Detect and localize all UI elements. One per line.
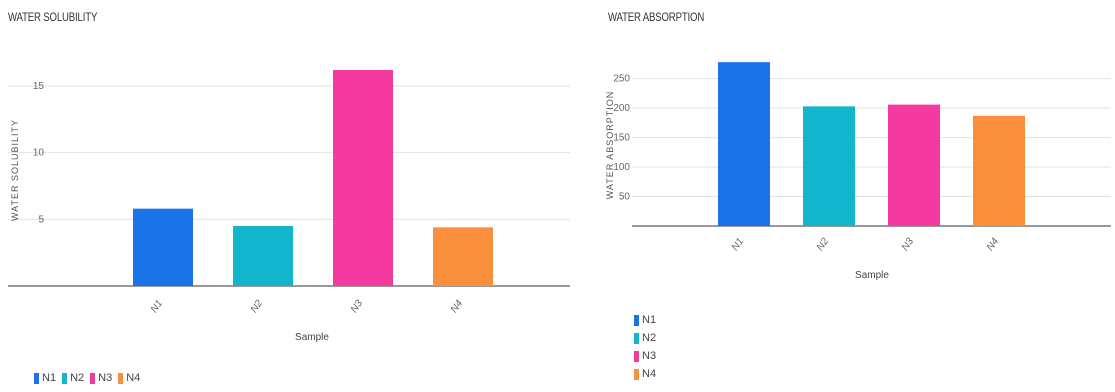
legend-swatch: [634, 314, 639, 326]
y-tick-label: 50: [619, 192, 631, 203]
chart-title: WATER SOLUBILITY: [8, 10, 98, 24]
legend-label: N1: [42, 372, 57, 384]
legend: N1 N2 N3 N4: [634, 314, 656, 386]
bar-n1: [133, 208, 193, 286]
bar-n4: [433, 227, 493, 286]
legend-item-n3[interactable]: N3: [90, 372, 112, 384]
y-tick-label: 150: [613, 133, 630, 144]
bar-n2: [803, 106, 855, 226]
y-axis-label: WATER ABSORPTION: [605, 91, 615, 200]
legend-swatch: [90, 372, 96, 384]
legend-swatch: [634, 350, 639, 362]
x-tick-label: N3: [349, 298, 366, 315]
y-tick-label: 200: [613, 103, 630, 114]
legend-label: N3: [98, 372, 113, 384]
legend-item-n4[interactable]: N4: [634, 368, 656, 380]
y-axis-label: WATER SOLUBILITY: [10, 119, 20, 221]
water-solubility-chart: 5 10 15 N1 N2 N3 N4 Sample WATER SOLUBILITY: [8, 70, 570, 343]
bar-n2: [233, 226, 293, 286]
bar-n3: [333, 70, 393, 286]
x-tick-label: N4: [985, 236, 1002, 253]
bar-n4: [973, 115, 1025, 226]
x-tick-label: N2: [249, 298, 266, 315]
bar-n3: [888, 104, 940, 226]
x-axis-label: Sample: [295, 332, 329, 343]
legend-label: N3: [642, 350, 657, 362]
legend-swatch: [118, 372, 124, 384]
legend-label: N1: [642, 314, 657, 326]
water-absorption-chart: 50 100 150 200 250 N1 N2 N3 N4 Sample WATER ABSORP…: [605, 62, 1111, 281]
legend-swatch: [34, 372, 39, 384]
legend-item-n3[interactable]: N3: [634, 350, 656, 362]
legend-item-n1[interactable]: N1: [634, 314, 656, 326]
legend-swatch: [634, 368, 639, 380]
legend-item-n1[interactable]: N1: [34, 372, 56, 384]
legend-item-n2[interactable]: N2: [62, 372, 84, 384]
y-tick-label: 100: [613, 162, 630, 173]
x-tick-label: N3: [900, 236, 917, 253]
legend-label: N2: [642, 332, 657, 344]
bar-n1: [718, 62, 770, 226]
x-tick-label: N4: [449, 298, 466, 315]
legend-item-n4[interactable]: N4: [118, 372, 140, 384]
water-absorption-panel: WATER ABSORPTION 50 100 150 200 250 N1 N2 N3 N4 S…: [600, 0, 1115, 392]
water-solubility-panel: WATER SOLUBILITY 5 10 15 N1 N2 N3 N4 Sample WATE…: [8, 10, 570, 387]
x-tick-label: N1: [730, 236, 746, 253]
y-tick-label: 15: [33, 81, 45, 92]
legend-label: N4: [642, 368, 657, 380]
x-axis-label: Sample: [855, 270, 889, 281]
legend-item-n2[interactable]: N2: [634, 332, 656, 344]
y-tick-label: 250: [613, 74, 630, 85]
legend-label: N4: [126, 372, 141, 384]
x-tick-label: N2: [815, 236, 832, 253]
legend-swatch: [62, 372, 68, 384]
y-tick-label: 5: [38, 214, 44, 225]
legend: N1 N2 N3 N4: [34, 372, 146, 387]
y-tick-label: 10: [33, 148, 45, 159]
x-tick-label: N1: [149, 298, 165, 315]
legend-label: N2: [70, 372, 85, 384]
legend-swatch: [634, 332, 639, 344]
chart-title: WATER ABSORPTION: [608, 10, 705, 24]
